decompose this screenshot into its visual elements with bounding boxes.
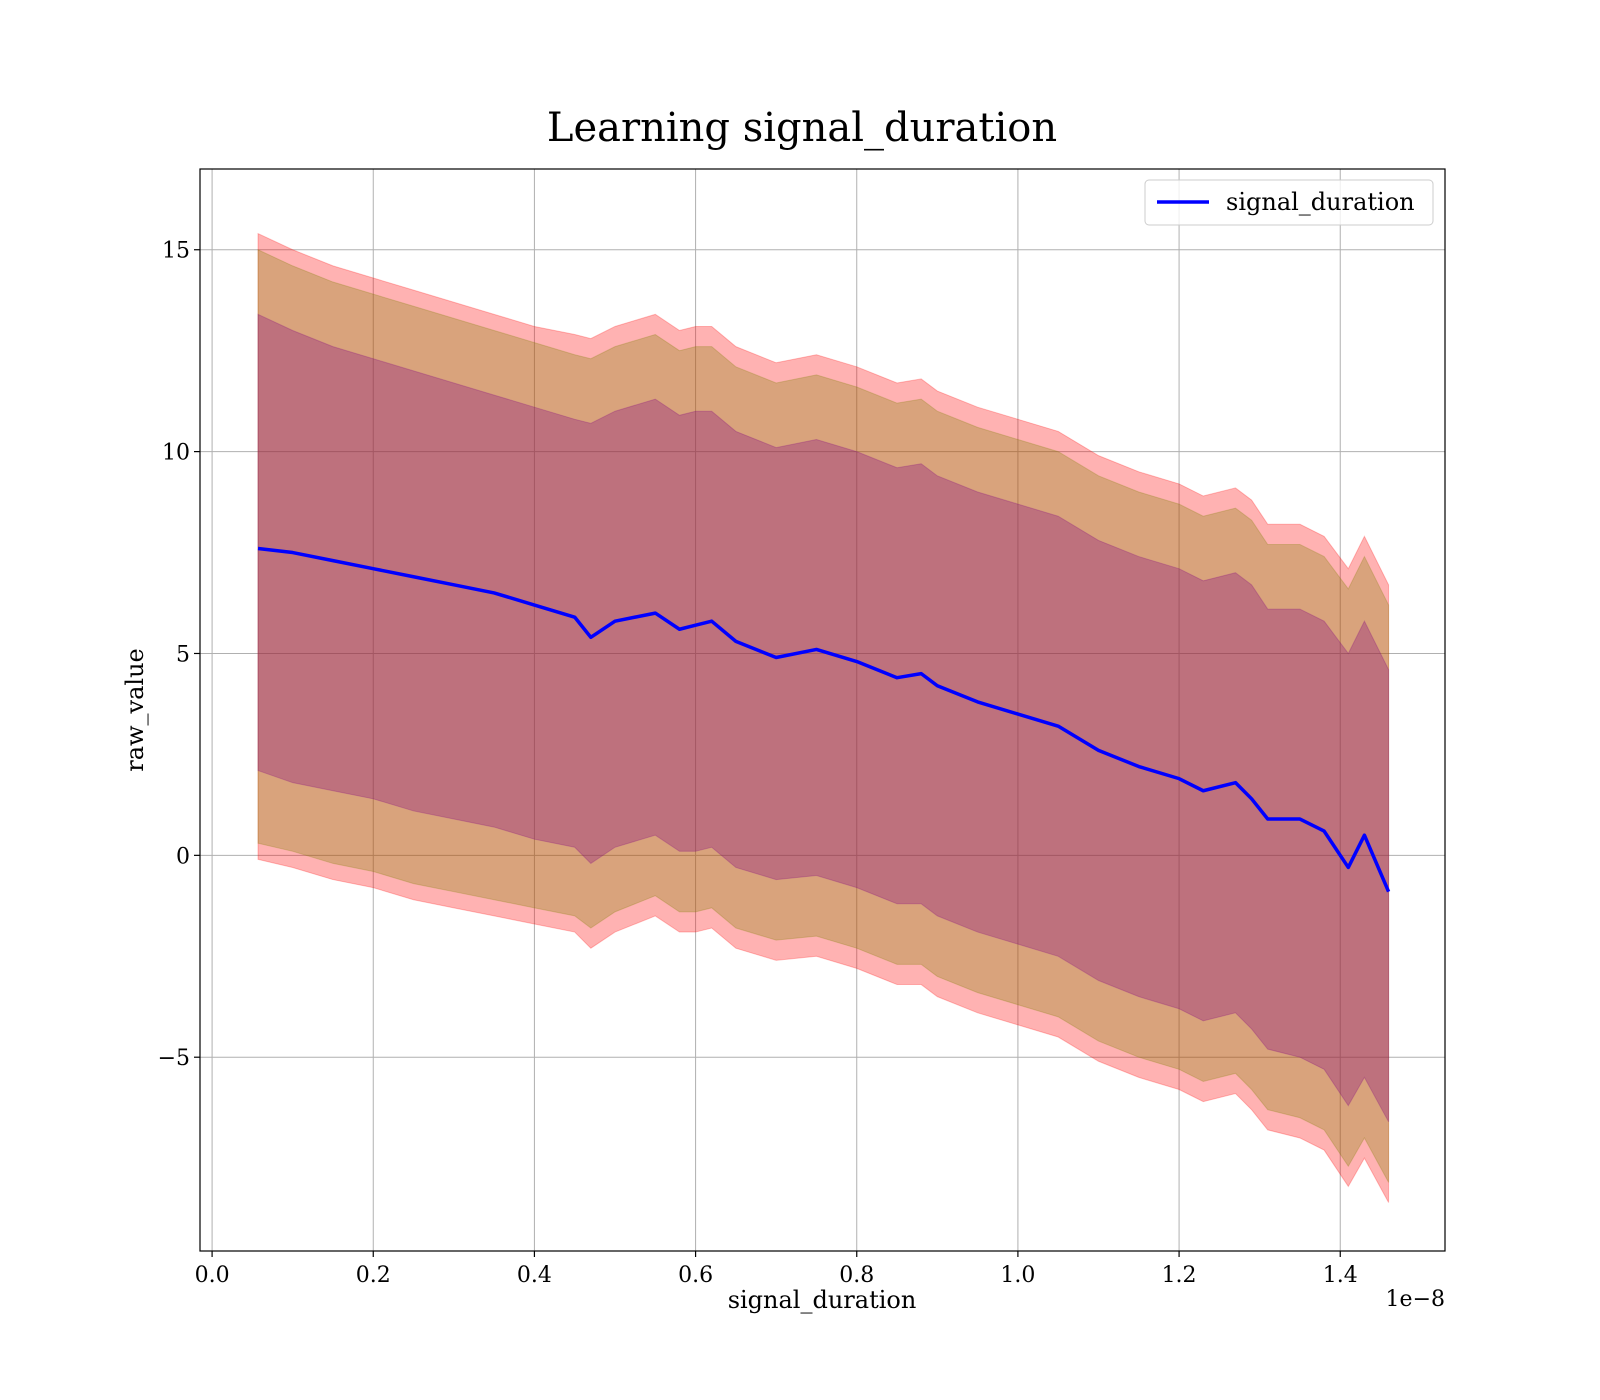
x-axis-offset-label: 1e−8: [1386, 1287, 1445, 1312]
y-tick-label: 15: [162, 239, 190, 264]
x-axis-ticks: 0.0 0.2 0.4 0.6 0.8 1.0 1.2 1.4: [195, 1251, 1358, 1288]
x-axis-label: signal_duration: [728, 1286, 917, 1314]
series-lines: [257, 546, 1391, 893]
series-line-signal-duration: [257, 546, 1391, 893]
y-tick-label: 10: [162, 441, 190, 466]
chart-title: Learning signal_duration: [547, 105, 1057, 151]
y-tick-label: −5: [158, 1046, 190, 1071]
x-tick-label: 0.2: [356, 1263, 391, 1288]
x-tick-label: 1.0: [1000, 1263, 1035, 1288]
confidence-bands: [257, 232, 1390, 1203]
band-inner: [257, 313, 1390, 1123]
band-outer: [257, 232, 1390, 1203]
x-tick-label: 1.2: [1162, 1263, 1197, 1288]
x-tick-label: 0.4: [517, 1263, 552, 1288]
x-tick-label: 1.4: [1323, 1263, 1358, 1288]
legend-box: [1144, 179, 1434, 226]
legend-entry-signal-duration: signal_duration: [1226, 188, 1415, 216]
y-tick-label: 0: [176, 844, 190, 869]
plot-frame: [199, 168, 1446, 1252]
grid: [200, 169, 1445, 1251]
x-tick-label: 0.8: [839, 1263, 874, 1288]
y-tick-label: 5: [176, 642, 190, 667]
band-middle: [257, 248, 1390, 1183]
y-axis-ticks: −5 0 5 10 15: [158, 239, 200, 1071]
y-axis-label: raw_value: [121, 648, 149, 772]
x-tick-label: 0.6: [678, 1263, 713, 1288]
x-tick-label: 0.0: [195, 1263, 230, 1288]
legend: signal_duration: [1144, 179, 1434, 226]
